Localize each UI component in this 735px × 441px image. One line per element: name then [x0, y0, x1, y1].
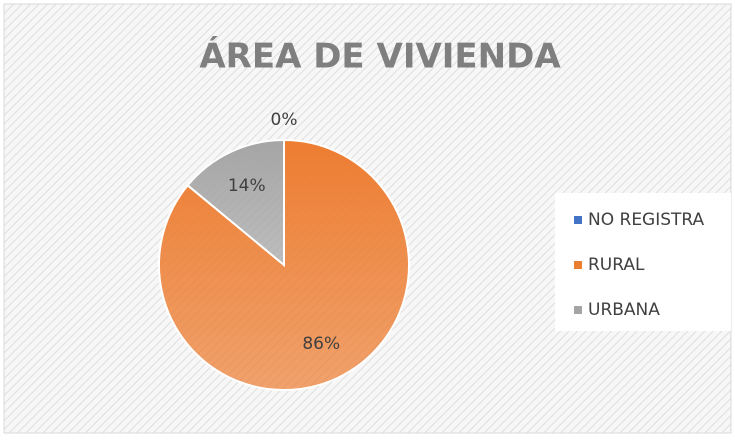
legend-label: RURAL	[588, 255, 645, 275]
pie-slice	[186, 138, 285, 268]
legend-swatch	[574, 306, 582, 314]
chart-title: ÁREA DE VIVIENDA	[199, 36, 561, 77]
legend-swatch	[574, 261, 582, 269]
legend-label: NO REGISTRA	[588, 210, 705, 230]
legend-label: URBANA	[588, 300, 660, 320]
legend-swatch	[574, 216, 582, 224]
data-label: 0%	[271, 110, 298, 130]
data-label: 14%	[228, 176, 266, 196]
data-label: 86%	[302, 334, 340, 354]
legend-box	[555, 193, 731, 331]
